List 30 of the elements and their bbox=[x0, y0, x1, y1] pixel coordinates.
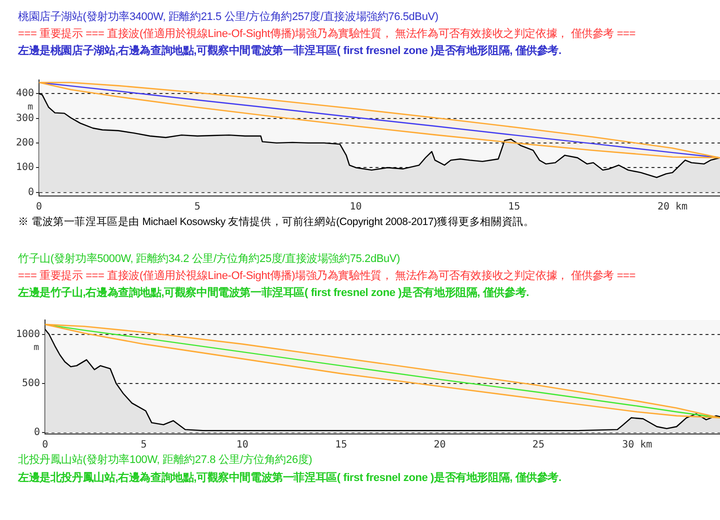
x-tick-label: 20 bbox=[434, 440, 446, 451]
text: 左邊是北投丹鳳山站,右邊為查詢地點,可觀察中間電波第一菲涅耳區( first fresnel zone )是否有地形阻隔, 僅供參考. bbox=[18, 471, 562, 486]
x-tick-label: 5 bbox=[194, 202, 200, 213]
text: 左邊是竹子山,右邊為查詢地點,可觀察中間電波第一菲涅耳區( first fresnel zone )是否有地形阻隔, 僅供參考. bbox=[18, 286, 529, 301]
chart-subtitle: === 重要提示 === 直接波(僅適用於視線Line-Of-Sight傳播)場強乃為實驗性質， 無法作為可否有效接收之判定依據， 僅供參考 === bbox=[18, 269, 636, 284]
x-tick-label: 15 bbox=[508, 202, 520, 213]
y-tick-label: 0 bbox=[28, 186, 34, 198]
y-tick-label: 200 bbox=[16, 138, 34, 149]
x-tick-label: 5 bbox=[140, 440, 147, 451]
y-tick-label: 400 bbox=[16, 88, 34, 100]
y-axis-title: m bbox=[34, 343, 40, 354]
y-tick-label: 500 bbox=[22, 378, 40, 389]
x-tick-label: 25 bbox=[532, 440, 544, 451]
y-tick-label: 300 bbox=[16, 112, 34, 124]
text: 左邊是桃園店子湖站,右邊為查詢地點,可觀察中間電波第一菲涅耳區( first fresnel zone )是否有地形阻隔, 僅供參考. bbox=[18, 44, 562, 59]
text: 北投丹鳳山站(發射功率100W, 距離約27.8 公里/方位角約26度) bbox=[18, 453, 312, 468]
y-axis-title: m bbox=[28, 102, 34, 112]
chart-subtitle: === 重要提示 === 直接波(僅適用於視線Line-Of-Sight傳播)場強乃為實驗性質， 無法作為可否有效接收之判定依據， 僅供參考 === bbox=[18, 27, 636, 42]
x-tick-label: 10 bbox=[236, 440, 248, 451]
y-tick-label: 1000 bbox=[16, 328, 40, 340]
x-tick-label: 20 km bbox=[657, 202, 688, 213]
y-tick-label: 100 bbox=[16, 162, 34, 174]
chart-title: 桃園店子湖站(發射功率3400W, 距離約21.5 公里/方位角約257度/直接波場強約76.5dBuV) bbox=[18, 10, 438, 25]
chart-title: 竹子山(發射功率5000W, 距離約34.2 公里/方位角約25度/直接波場強約75.2dBuV) bbox=[18, 252, 400, 267]
x-tick-label: 15 bbox=[335, 440, 348, 451]
x-tick-label: 0 bbox=[42, 440, 48, 451]
y-tick-label: 0 bbox=[34, 427, 40, 438]
x-tick-label: 30 km bbox=[622, 440, 652, 451]
x-tick-label: 10 bbox=[350, 202, 362, 213]
text: ※ 電波第一菲涅耳區是由 Michael Kosowsky 友情提供，可前往網站(Copyright 2008-2017)獲得更多相關資訊。 bbox=[18, 215, 534, 230]
